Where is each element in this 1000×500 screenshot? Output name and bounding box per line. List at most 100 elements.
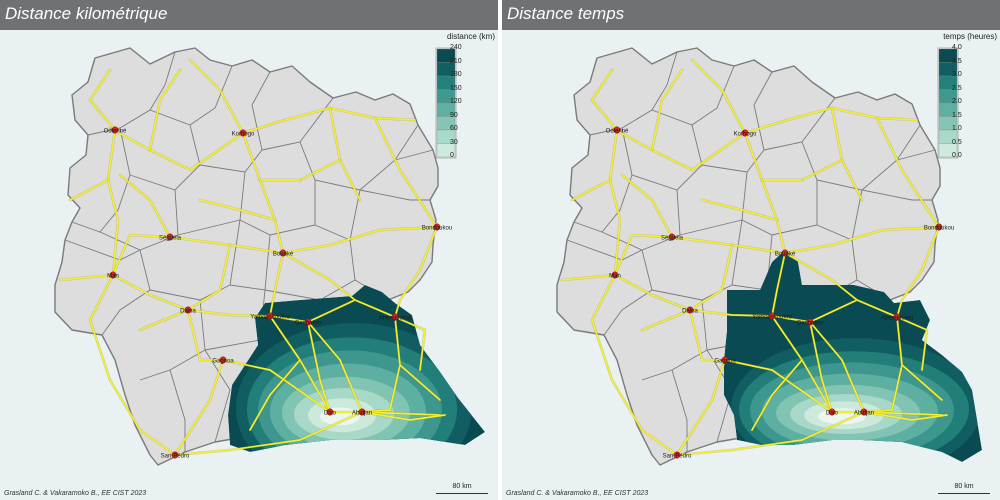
road — [139, 309, 189, 331]
region-boundary — [896, 149, 936, 161]
road — [863, 411, 948, 421]
legend-tick-label: 30 — [450, 138, 458, 146]
region-boundary — [359, 189, 430, 201]
city-label: Divo — [324, 411, 337, 417]
road — [751, 359, 803, 431]
city-label: Bondoukou — [422, 226, 452, 232]
road — [689, 244, 733, 311]
road — [676, 359, 726, 456]
city-label: Daloa — [682, 309, 698, 315]
road — [119, 174, 171, 238]
city-marker — [721, 356, 729, 364]
road — [809, 321, 833, 413]
city-label: Bouaké — [775, 252, 796, 258]
city-marker — [741, 129, 749, 137]
region-boundary — [573, 127, 633, 233]
legend-swatch — [436, 143, 456, 158]
road — [611, 127, 746, 171]
city-label: Bondoukou — [924, 226, 954, 232]
road — [222, 359, 331, 413]
city-label: Odienné — [606, 129, 629, 135]
road — [187, 309, 224, 361]
legend-tick-label: 2.0 — [952, 98, 962, 105]
legend-tick-label: 4.0 — [952, 44, 962, 51]
road — [89, 69, 116, 131]
legend-tick-label: 3.0 — [952, 71, 962, 78]
road — [109, 127, 244, 171]
road — [863, 316, 903, 413]
city-marker — [781, 249, 789, 257]
road — [242, 132, 284, 254]
region-boundary — [204, 349, 231, 443]
road — [784, 252, 858, 301]
city-label: Odienné — [104, 129, 127, 135]
road — [784, 226, 940, 254]
city-marker — [860, 408, 868, 416]
road — [307, 321, 331, 413]
city-marker — [358, 408, 366, 416]
legend-tick-label: 1.5 — [952, 111, 962, 119]
road — [174, 411, 441, 456]
city-marker — [893, 313, 901, 321]
legend-title: distance (km) — [446, 32, 495, 41]
city-marker — [668, 233, 676, 241]
city-label: Man — [107, 274, 119, 280]
road — [689, 309, 726, 361]
legend-tick-label: 120 — [450, 98, 462, 105]
road — [282, 252, 356, 301]
city-label: Dimbokro — [797, 321, 823, 327]
legend-tick-label: 210 — [450, 57, 462, 65]
legend-frame — [937, 47, 959, 159]
road — [394, 316, 426, 371]
city-marker — [111, 126, 119, 134]
road — [269, 315, 363, 413]
city-label: Séguéla — [661, 236, 684, 242]
region-boundary — [641, 299, 708, 381]
city-marker — [239, 129, 247, 137]
city-marker — [109, 271, 117, 279]
city-label: San-Pédro — [161, 454, 190, 460]
road — [374, 117, 438, 228]
city-label: Dimbokro — [295, 321, 321, 327]
road — [107, 129, 119, 276]
legend-tick-label: 150 — [450, 84, 462, 92]
city-label: Abengourou — [379, 316, 412, 322]
region-boundary — [601, 189, 681, 251]
city-marker — [279, 249, 287, 257]
city-marker — [326, 408, 334, 416]
region-boundary — [651, 65, 735, 126]
city-marker — [219, 356, 227, 364]
road — [189, 59, 244, 134]
city-marker — [166, 233, 174, 241]
road — [801, 159, 843, 181]
city-label: Abidjan — [352, 411, 372, 417]
road — [89, 274, 176, 456]
road — [249, 359, 301, 431]
city-label: Gagnoa — [714, 359, 736, 365]
city-label: Bouaké — [273, 252, 294, 258]
city-marker — [768, 312, 776, 320]
panel-title-bar: Distance kilométrique — [0, 0, 498, 30]
road — [59, 274, 114, 281]
region-boundary — [861, 189, 932, 201]
legend-tick-labels: 240 210 180 150 120 90 60 30 0 — [450, 44, 490, 162]
road — [896, 226, 940, 318]
region-boundary — [264, 239, 356, 301]
road — [269, 252, 284, 317]
credit-text: Grasland C. & Vakaramoko B., EE CIST 202… — [506, 490, 649, 497]
city-label: Man — [609, 274, 621, 280]
panel-title: Distance kilométrique — [5, 4, 168, 23]
city-label: Divo — [826, 411, 839, 417]
road — [394, 226, 438, 318]
map-panel-distance-time: Odienné Korhogo Bondoukou Séguéla Bouaké Man D… — [502, 0, 1000, 500]
road — [187, 309, 309, 323]
scale-label: 80 km — [954, 483, 974, 490]
road — [771, 252, 786, 317]
region-boundary — [101, 249, 151, 336]
road — [361, 316, 401, 413]
scale-bar: 80 km — [436, 483, 488, 494]
road — [701, 199, 778, 221]
city-marker — [686, 306, 694, 314]
legend-tick-label: 180 — [450, 71, 462, 78]
road — [187, 244, 231, 311]
